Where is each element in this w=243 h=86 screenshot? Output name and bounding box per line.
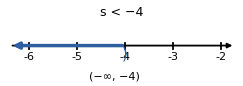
Text: -3: -3 bbox=[168, 52, 179, 62]
Text: s < −4: s < −4 bbox=[100, 6, 143, 19]
Text: ): ) bbox=[122, 46, 128, 61]
Text: (−∞, −4): (−∞, −4) bbox=[89, 72, 140, 82]
Text: -5: -5 bbox=[71, 52, 83, 62]
Text: -2: -2 bbox=[216, 52, 227, 62]
Text: -6: -6 bbox=[23, 52, 35, 62]
Text: -4: -4 bbox=[120, 52, 131, 62]
